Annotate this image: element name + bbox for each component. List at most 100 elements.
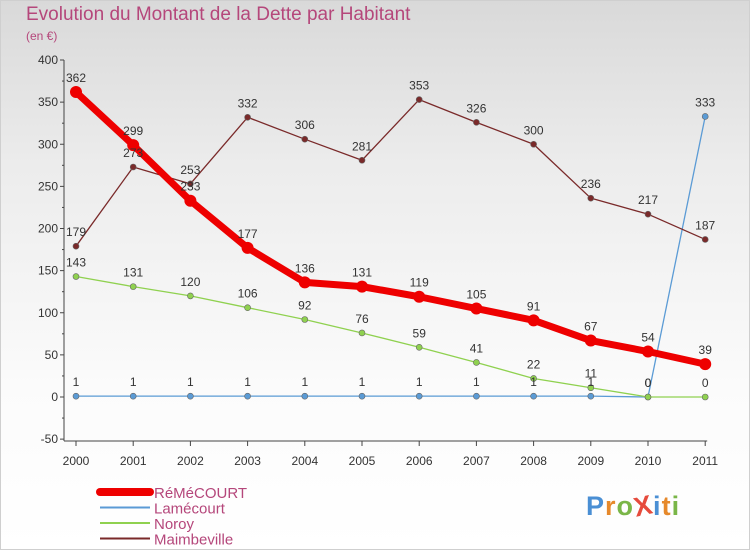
x-tick-label: 2009 xyxy=(577,454,604,468)
data-point xyxy=(244,113,251,121)
data-label: 67 xyxy=(584,320,598,334)
logo-letter: i xyxy=(653,491,662,521)
data-label: 1 xyxy=(130,375,137,389)
y-tick-label: 0 xyxy=(51,390,58,404)
data-point xyxy=(701,236,709,243)
data-point xyxy=(244,304,251,311)
data-label: 119 xyxy=(410,276,429,290)
x-tick-label: 2005 xyxy=(349,454,376,468)
data-point xyxy=(701,113,709,120)
series-line xyxy=(75,115,706,398)
data-point xyxy=(187,392,194,400)
x-tick-label: 2003 xyxy=(234,454,261,468)
data-point xyxy=(473,119,480,126)
logo-letter: P xyxy=(586,491,606,521)
data-point xyxy=(584,334,597,347)
data-label: 179 xyxy=(66,225,86,239)
data-point xyxy=(644,210,652,218)
x-tick-label: 2010 xyxy=(635,454,662,468)
data-label: 299 xyxy=(123,124,143,138)
proxiti-logo: ProXiti xyxy=(586,489,681,522)
data-label: 233 xyxy=(180,180,200,194)
data-label: 54 xyxy=(641,331,655,345)
data-point xyxy=(587,384,595,392)
data-label: 131 xyxy=(352,266,372,280)
data-point xyxy=(358,329,366,337)
y-tick-label: 350 xyxy=(38,95,58,109)
y-tick-label: 300 xyxy=(38,137,58,151)
data-point xyxy=(301,135,309,143)
series-line xyxy=(75,98,706,247)
data-point xyxy=(129,392,137,400)
data-label: 76 xyxy=(355,312,369,326)
data-point xyxy=(530,375,537,382)
data-point xyxy=(415,96,423,103)
logo-letter: i xyxy=(671,491,681,521)
y-tick-label: 150 xyxy=(38,264,58,278)
data-label: 306 xyxy=(295,118,315,132)
y-tick-label: 200 xyxy=(38,222,58,236)
x-tick-label: 2002 xyxy=(177,454,204,468)
data-point xyxy=(72,242,80,250)
data-point xyxy=(413,290,426,303)
data-label: 1 xyxy=(301,375,308,389)
data-label: 22 xyxy=(527,357,541,371)
data-point xyxy=(129,283,137,290)
data-label: 106 xyxy=(238,287,258,301)
data-point xyxy=(129,163,137,171)
data-label: 326 xyxy=(466,101,486,115)
chart-title: Evolution du Montant de la Dette par Hab… xyxy=(26,4,411,25)
data-label: 0 xyxy=(702,376,709,390)
y-tick-label: 400 xyxy=(38,53,58,67)
y-tick-label: 250 xyxy=(38,179,58,193)
y-tick-label: -50 xyxy=(41,432,59,446)
x-tick-label: 2001 xyxy=(120,454,147,468)
data-label: 362 xyxy=(66,71,86,85)
data-label: 143 xyxy=(66,256,86,270)
x-tick-label: 2008 xyxy=(520,454,547,468)
data-label: 333 xyxy=(695,95,715,109)
data-point xyxy=(530,392,537,400)
data-label: 1 xyxy=(530,375,537,389)
data-point xyxy=(301,316,309,323)
data-point xyxy=(701,393,709,401)
data-point xyxy=(301,392,309,400)
data-label: 177 xyxy=(238,227,258,241)
data-point xyxy=(187,292,194,300)
x-tick-label: 2011 xyxy=(692,454,718,468)
data-point xyxy=(642,345,654,358)
legend-label: Maimbeville xyxy=(154,532,233,549)
data-label: 92 xyxy=(298,298,312,312)
data-label: 39 xyxy=(699,343,713,357)
data-point xyxy=(298,276,311,289)
data-point xyxy=(70,86,82,99)
data-point xyxy=(358,156,366,164)
data-label: 1 xyxy=(73,375,80,389)
data-point xyxy=(530,140,537,148)
data-point xyxy=(72,273,80,280)
data-label: 59 xyxy=(413,326,427,340)
data-label: 1 xyxy=(587,375,594,389)
data-point xyxy=(470,302,483,315)
data-point xyxy=(187,180,194,188)
data-label: 41 xyxy=(470,341,484,355)
data-label: 120 xyxy=(180,275,200,289)
data-label: 136 xyxy=(295,261,315,275)
data-point xyxy=(356,280,368,293)
data-point xyxy=(358,392,366,400)
data-label: 187 xyxy=(695,218,715,232)
data-point xyxy=(587,392,595,400)
data-label: 1 xyxy=(187,375,194,389)
data-label: 91 xyxy=(527,299,541,313)
data-label: 253 xyxy=(180,163,200,177)
data-point xyxy=(72,392,80,400)
data-label: 0 xyxy=(645,376,652,390)
legend-label: Lamécourt xyxy=(154,501,226,518)
logo-letter: r xyxy=(605,491,617,521)
x-tick-label: 2006 xyxy=(406,454,433,468)
y-tick-label: 50 xyxy=(45,348,59,362)
data-point xyxy=(699,358,712,371)
data-label: 300 xyxy=(524,123,544,137)
